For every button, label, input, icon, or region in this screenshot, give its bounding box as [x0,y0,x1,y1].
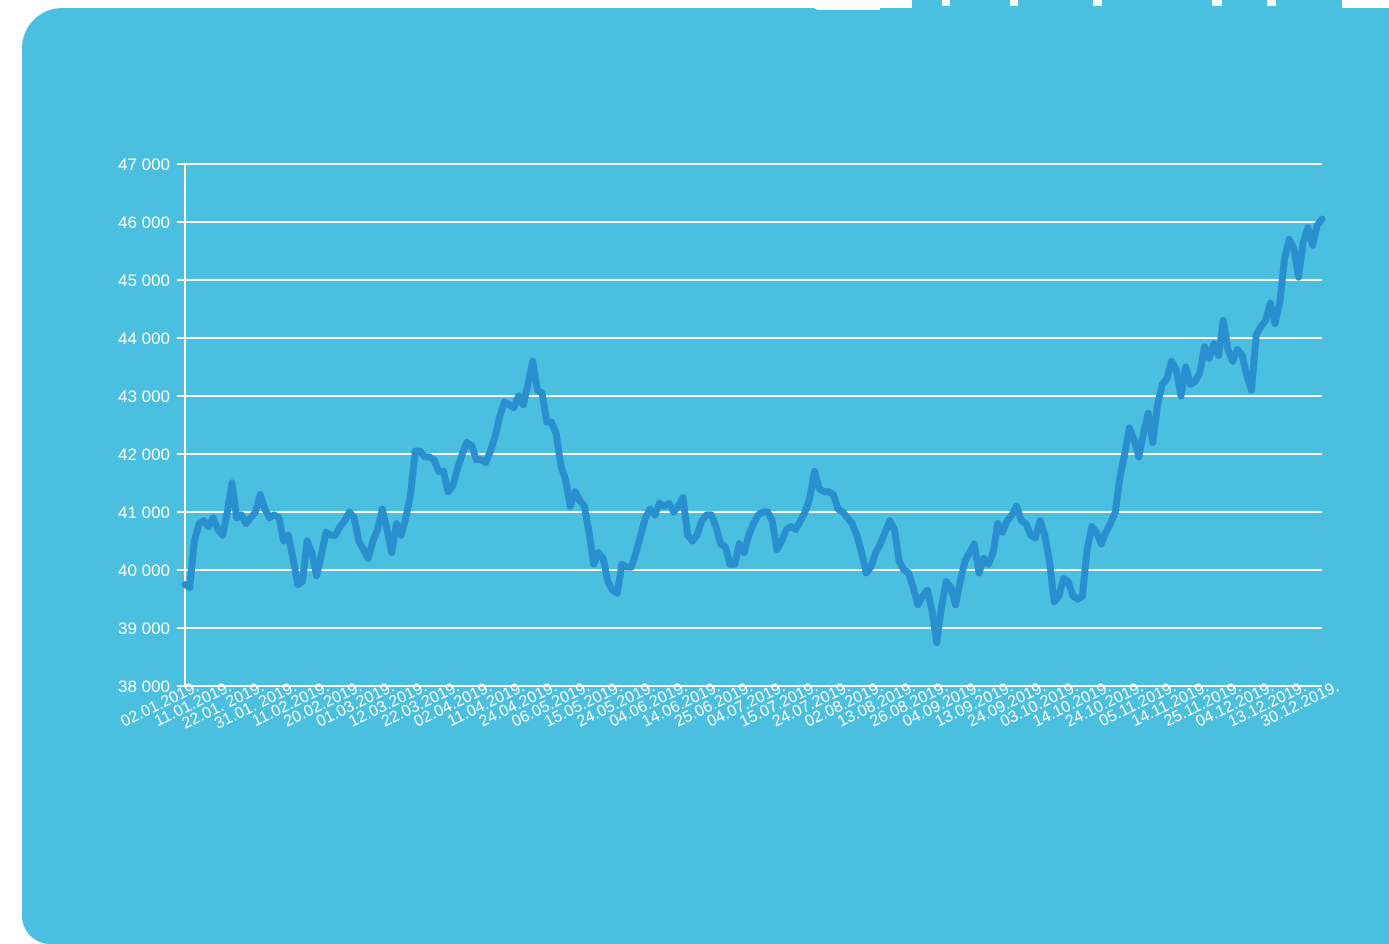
header-underline [912,6,1342,8]
header-tab-fragment [950,0,1010,6]
series-layer [181,215,1326,646]
y-tick-label: 46 000 [118,213,170,232]
header-tab-fragment [1276,0,1342,6]
y-tick-label: 39 000 [118,619,170,638]
y-tick-label: 42 000 [118,445,170,464]
y-tick-label: 44 000 [118,329,170,348]
y-axis-tick-labels: 38 000 39 000 40 000 41 000 42 000 43 000 44 0… [118,155,170,696]
header-tab-fragment [1222,0,1267,6]
y-tick-label: 40 000 [118,561,170,580]
y-tick-label: 38 000 [118,677,170,696]
card-notch [810,0,880,10]
y-tick-label: 47 000 [118,155,170,174]
grid-lines [177,163,1322,687]
header-tab-fragment [1018,0,1093,6]
header-tab-fragment [912,0,942,6]
series-line [181,215,1326,646]
y-tick-label: 45 000 [118,271,170,290]
y-tick-label: 41 000 [118,503,170,522]
y-tick-label: 43 000 [118,387,170,406]
header-tab-strip [912,0,1342,8]
header-tab-fragment [1102,0,1212,6]
